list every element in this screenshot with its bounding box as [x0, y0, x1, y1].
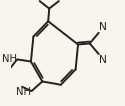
Text: NH: NH	[2, 54, 17, 64]
Text: N: N	[99, 55, 107, 65]
Text: NH: NH	[16, 86, 31, 97]
Text: N: N	[99, 22, 107, 32]
